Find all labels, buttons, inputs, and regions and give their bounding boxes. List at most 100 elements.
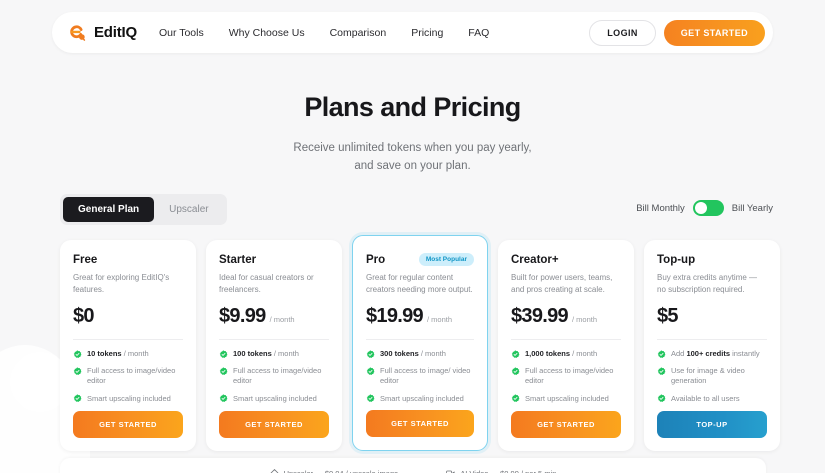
plan-cta-button[interactable]: GET STARTED <box>366 410 474 437</box>
nav-item-comparison[interactable]: Comparison <box>329 26 387 39</box>
addon-pricing-strip: Upscaler — $0.04 / upscale image AI Vide… <box>60 458 766 473</box>
strip-item-ai-video: AI Video — $0.99 / per 5 min <box>446 469 556 473</box>
nav-item-our-tools[interactable]: Our Tools <box>158 26 204 39</box>
check-icon <box>511 350 520 358</box>
feature-text: 100 tokens / month <box>233 349 299 359</box>
feature-text: Use for image & video generation <box>671 366 745 386</box>
tab-general-plan[interactable]: General Plan <box>63 197 155 222</box>
billing-toggle-switch[interactable] <box>692 200 724 216</box>
plan-description: Ideal for casual creators or freelancers… <box>219 273 314 294</box>
login-button[interactable]: LOGIN <box>589 19 656 46</box>
diamond-icon <box>270 469 278 473</box>
plan-period: / month <box>426 315 452 325</box>
card-header: Creator+ <box>511 254 621 266</box>
bill-monthly-label[interactable]: Bill Monthly <box>636 202 685 214</box>
plan-description: Buy extra credits anytime — no subscript… <box>657 273 758 294</box>
get-started-button[interactable]: GET STARTED <box>663 19 765 46</box>
check-icon <box>219 367 228 375</box>
billing-toggle-group: Bill Monthly Bill Yearly <box>636 200 773 216</box>
feature-item: 100 tokens / month <box>219 349 329 359</box>
divider <box>366 339 474 341</box>
pricing-card-starter[interactable]: Starter Ideal for casual creators or fre… <box>206 240 342 451</box>
feature-text: Available to all users <box>671 393 740 403</box>
plan-price: $5 <box>657 305 679 328</box>
check-icon <box>219 350 228 358</box>
brand-name: EditIQ <box>94 24 137 41</box>
plan-controls: General Plan Upscaler Bill Monthly Bill … <box>0 194 825 225</box>
page-subtitle: Receive unlimited tokens when you pay ye… <box>0 140 825 176</box>
most-popular-badge: Most Popular <box>418 253 474 266</box>
feature-item: Smart upscaling included <box>219 394 329 404</box>
feature-item: Full access to image/ video editor <box>366 366 474 386</box>
bill-yearly-label[interactable]: Bill Yearly <box>731 202 773 214</box>
plan-price: $0 <box>73 305 95 328</box>
subtitle-line-2: and save on your plan. <box>354 159 471 172</box>
plan-name: Free <box>73 254 98 266</box>
plan-price: $19.99 <box>366 305 424 328</box>
pricing-card-pro[interactable]: Pro Most Popular Great for regular conte… <box>352 235 488 451</box>
check-icon <box>366 350 375 358</box>
nav-item-faq[interactable]: FAQ <box>468 26 490 39</box>
plan-period: / month <box>571 315 597 325</box>
feature-item: Smart upscaling included <box>511 394 621 404</box>
plan-period: / month <box>269 315 295 325</box>
nav-item-why-choose-us[interactable]: Why Choose Us <box>228 26 305 39</box>
plan-price-row: $9.99 / month <box>219 305 329 328</box>
feature-text: Full access to image/video editor <box>233 366 322 386</box>
pricing-card-free[interactable]: Free Great for exploring EditIQ's featur… <box>60 240 196 451</box>
plan-description: Great for regular content creators needi… <box>366 273 473 294</box>
feature-text: 10 tokens / month <box>87 349 149 359</box>
divider <box>657 339 767 341</box>
feature-text: Add 100+ credits instantly <box>671 349 760 359</box>
check-icon <box>73 350 82 358</box>
feature-text: 300 tokens / month <box>380 349 446 359</box>
plan-name: Creator+ <box>511 254 559 266</box>
plan-description: Built for power users, teams, and pros c… <box>511 273 613 294</box>
plan-features: 10 tokens / month Full access to image/v… <box>73 349 183 404</box>
feature-item: 300 tokens / month <box>366 349 474 359</box>
plan-price-row: $5 <box>657 305 767 328</box>
tab-upscaler[interactable]: Upscaler <box>169 204 209 215</box>
feature-item: Full access to image/video editor <box>219 366 329 386</box>
feature-item: 1,000 tokens / month <box>511 349 621 359</box>
plan-cta-button[interactable]: GET STARTED <box>511 411 621 438</box>
feature-text: Full access to image/video editor <box>87 366 176 386</box>
card-header: Free <box>73 254 183 266</box>
navbar: EditIQ Our Tools Why Choose Us Compariso… <box>52 12 773 53</box>
card-header: Starter <box>219 254 329 266</box>
card-header: Top-up <box>657 254 767 266</box>
hero: Plans and Pricing Receive unlimited toke… <box>0 92 825 176</box>
feature-item: Use for image & video generation <box>657 366 767 386</box>
plan-description: Great for exploring EditIQ's features. <box>73 273 170 294</box>
strip-item-text: Upscaler — $0.04 / upscale image <box>284 469 399 473</box>
plan-price-row: $39.99 / month <box>511 305 621 328</box>
check-icon <box>511 367 520 375</box>
pricing-cards: Free Great for exploring EditIQ's featur… <box>60 235 780 451</box>
plan-cta-button[interactable]: GET STARTED <box>73 411 183 438</box>
feature-text: 1,000 tokens / month <box>525 349 598 359</box>
check-icon <box>657 394 666 403</box>
plan-price: $9.99 <box>219 305 266 328</box>
check-icon <box>366 367 375 375</box>
plan-cta-button[interactable]: GET STARTED <box>219 411 329 438</box>
plan-cta-button[interactable]: TOP-UP <box>657 411 767 438</box>
plan-features: 1,000 tokens / month Full access to imag… <box>511 349 621 404</box>
check-icon <box>511 394 520 403</box>
card-header: Pro Most Popular <box>366 253 474 266</box>
pricing-card-top-up[interactable]: Top-up Buy extra credits anytime — no su… <box>644 240 780 451</box>
plan-name: Starter <box>219 254 257 266</box>
pricing-card-creator-plus[interactable]: Creator+ Built for power users, teams, a… <box>498 240 634 451</box>
plan-features: 100 tokens / month Full access to image/… <box>219 349 329 404</box>
divider <box>73 339 183 341</box>
subtitle-line-1: Receive unlimited tokens when you pay ye… <box>293 142 532 154</box>
feature-item: Add 100+ credits instantly <box>657 349 767 359</box>
strip-item-upscaler: Upscaler — $0.04 / upscale image <box>270 469 399 473</box>
video-icon <box>446 470 455 473</box>
feature-item: Smart upscaling included <box>73 394 183 404</box>
feature-item: Available to all users <box>657 394 767 404</box>
brand[interactable]: EditIQ <box>66 22 137 44</box>
nav-item-pricing[interactable]: Pricing <box>411 26 444 39</box>
plan-price-row: $0 <box>73 305 183 328</box>
feature-text: Full access to image/ video editor <box>380 366 471 386</box>
feature-item: Full access to image/video editor <box>73 366 183 386</box>
